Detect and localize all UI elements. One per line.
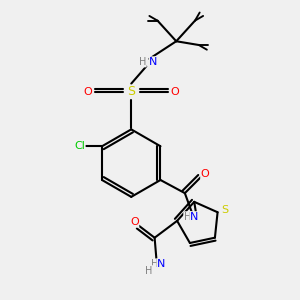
Text: H: H	[139, 57, 146, 67]
Text: N: N	[190, 212, 198, 222]
Text: O: O	[201, 169, 209, 179]
Text: H: H	[151, 259, 158, 269]
Text: N: N	[157, 259, 166, 269]
Text: O: O	[170, 87, 179, 97]
Text: S: S	[127, 85, 135, 98]
Text: Cl: Cl	[74, 141, 85, 151]
Text: O: O	[84, 87, 92, 97]
Text: H: H	[184, 212, 191, 222]
Text: H: H	[145, 266, 153, 276]
Text: N: N	[149, 57, 158, 67]
Text: S: S	[221, 206, 229, 215]
Text: O: O	[130, 217, 139, 227]
